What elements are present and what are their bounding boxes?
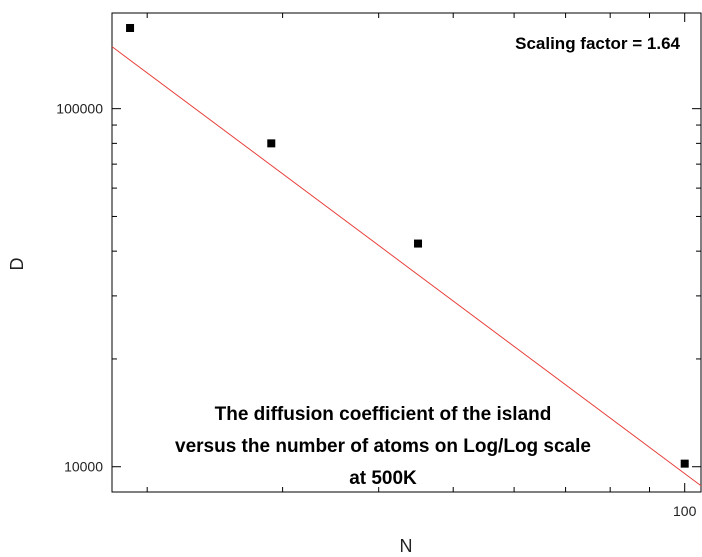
caption-line-1: The diffusion coefficient of the island — [215, 404, 552, 425]
data-point — [414, 239, 423, 248]
caption-line-2: versus the number of atoms on Log/Log sc… — [175, 436, 591, 457]
y-tick-label: 10000 — [64, 459, 103, 475]
y-tick-label: 100000 — [56, 101, 103, 117]
axis-tick-labels: 100 10000 100000 — [56, 101, 696, 519]
y-axis-title: D — [7, 258, 27, 271]
x-tick-label: 100 — [673, 503, 697, 519]
plot-frame — [111, 12, 702, 493]
axis-ticks — [112, 13, 701, 492]
data-point — [680, 459, 689, 468]
x-axis-title: N — [400, 536, 413, 556]
data-point — [267, 139, 276, 148]
data-points — [126, 23, 689, 468]
scaling-factor-annotation: Scaling factor = 1.64 — [515, 34, 680, 53]
caption-line-3: at 500K — [349, 468, 417, 489]
fit-line — [111, 46, 702, 487]
data-point — [126, 23, 135, 32]
